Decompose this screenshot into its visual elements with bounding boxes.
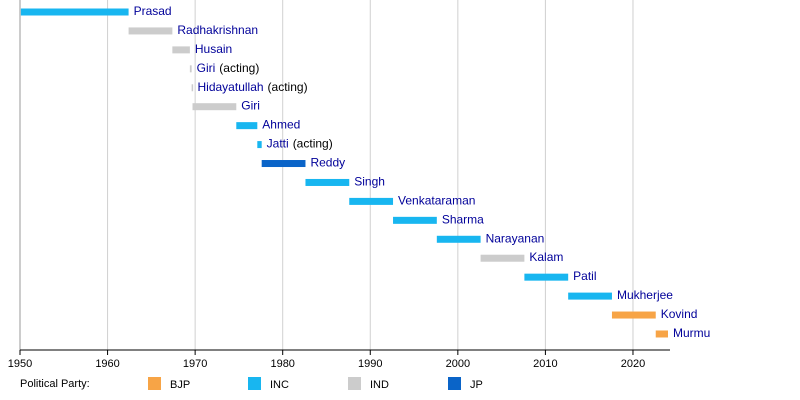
legend-swatch [148,377,161,390]
term-bar [611,311,656,319]
legend-label: IND [370,379,389,391]
x-tick-label: 2010 [533,358,557,370]
x-tick-label: 2020 [621,358,645,370]
president-label: Husain [195,42,232,56]
president-name: Prasad [134,4,172,18]
x-tick-label: 1980 [270,358,294,370]
president-name: Hidayatullah [198,80,264,94]
president-label: Venkataraman [398,194,475,208]
x-tick-label: 1990 [358,358,382,370]
president-label: Jatti (acting) [267,137,333,151]
legend-label: JP [470,379,483,391]
term-bar [128,27,173,35]
president-label: Narayanan [486,231,545,245]
president-name: Sharma [442,213,484,227]
term-bar [172,46,190,54]
term-bar [236,122,258,130]
term-bar [191,84,194,92]
president-name: Kovind [661,307,698,321]
term-bar [524,273,569,281]
term-bar [20,8,129,16]
term-bar [257,141,262,149]
president-name: Giri [197,61,216,75]
term-bar [261,160,306,168]
legend-swatch [248,377,261,390]
president-name: Venkataraman [398,194,475,208]
president-name: Reddy [310,156,345,170]
legend-label: INC [270,379,289,391]
president-label: Singh [354,175,385,189]
president-name: Murmu [673,326,710,340]
president-name: Narayanan [486,231,545,245]
president-label: Ahmed [262,118,300,132]
term-bar [349,197,394,205]
term-note: (acting) [293,137,333,151]
term-bar [192,103,237,111]
term-bar [393,216,437,224]
president-label: Radhakrishnan [177,23,258,37]
president-name: Singh [354,175,385,189]
president-label: Kovind [661,307,698,321]
president-label: Giri (acting) [197,61,260,75]
president-name: Ahmed [262,118,300,132]
president-label: Reddy [310,156,345,170]
president-name: Husain [195,42,232,56]
x-tick-label: 2000 [446,358,470,370]
president-label: Patil [573,269,596,283]
x-tick-label: 1960 [95,358,119,370]
president-name: Giri [241,99,260,113]
president-name: Jatti [267,137,289,151]
term-bar [305,178,350,186]
president-label: Kalam [529,250,563,264]
term-bar [436,235,481,243]
president-label: Sharma [442,213,484,227]
president-label: Giri [241,99,260,113]
term-note: (acting) [219,61,259,75]
x-tick-label: 1970 [183,358,207,370]
legend-swatch [448,377,461,390]
x-tick-label: 1950 [8,358,32,370]
term-bar [568,292,612,300]
president-name: Radhakrishnan [177,23,258,37]
term-bar [655,330,668,338]
legend-swatch [348,377,361,390]
president-name: Patil [573,269,596,283]
president-name: Mukherjee [617,288,673,302]
term-note: (acting) [268,80,308,94]
president-label: Prasad [134,4,172,18]
president-label: Murmu [673,326,710,340]
term-bar [189,65,192,73]
term-bar [480,254,525,262]
legend-title: Political Party: [20,378,90,390]
president-label: Mukherjee [617,288,673,302]
president-name: Kalam [529,250,563,264]
legend-label: BJP [170,379,190,391]
president-label: Hidayatullah (acting) [198,80,308,94]
